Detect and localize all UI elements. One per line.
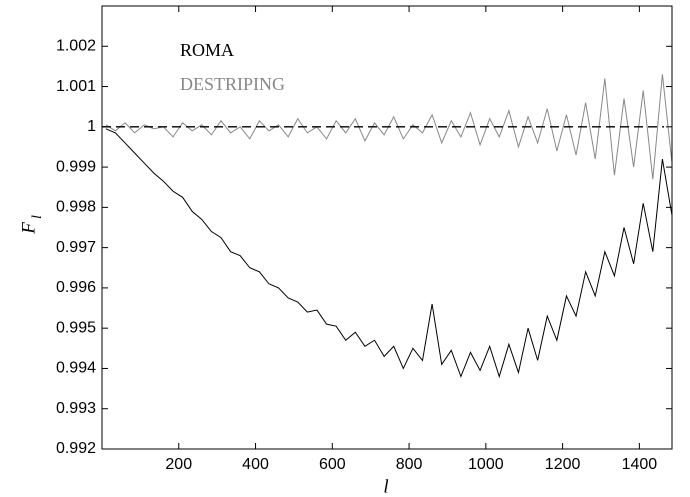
y-axis-label: F [18, 222, 39, 235]
x-tick-label: 400 [242, 456, 269, 473]
plot-frame [101, 5, 673, 450]
y-tick-label: 0.995 [56, 319, 96, 336]
x-tick-label: 1200 [545, 456, 581, 473]
y-tick-label: 1.002 [56, 37, 96, 54]
y-tick-label: 1 [87, 118, 96, 135]
series-line [105, 128, 673, 379]
y-tick-label: 0.999 [56, 158, 96, 175]
legend-entry: ROMA [180, 40, 234, 60]
x-tick-label: 200 [165, 456, 192, 473]
x-tick-label: 1000 [468, 456, 504, 473]
x-tick-label: 600 [319, 456, 346, 473]
x-tick-label: 800 [396, 456, 423, 473]
y-tick-label: 0.998 [56, 199, 96, 216]
legend-entry: DESTRIPING [180, 74, 285, 94]
y-axis-label-group: F l [18, 215, 45, 235]
y-tick-label: 0.994 [56, 360, 96, 377]
y-tick-label: 0.996 [56, 279, 96, 296]
series-line [105, 74, 673, 180]
x-tick-label: 1400 [622, 456, 658, 473]
y-axis-label-subscript: l [30, 215, 45, 219]
x-axis-label: l [383, 476, 388, 497]
y-tick-label: 0.997 [56, 239, 96, 256]
y-tick-label: 0.992 [56, 440, 96, 457]
y-tick-label: 1.001 [56, 78, 96, 95]
y-tick-label: 0.993 [56, 400, 96, 417]
